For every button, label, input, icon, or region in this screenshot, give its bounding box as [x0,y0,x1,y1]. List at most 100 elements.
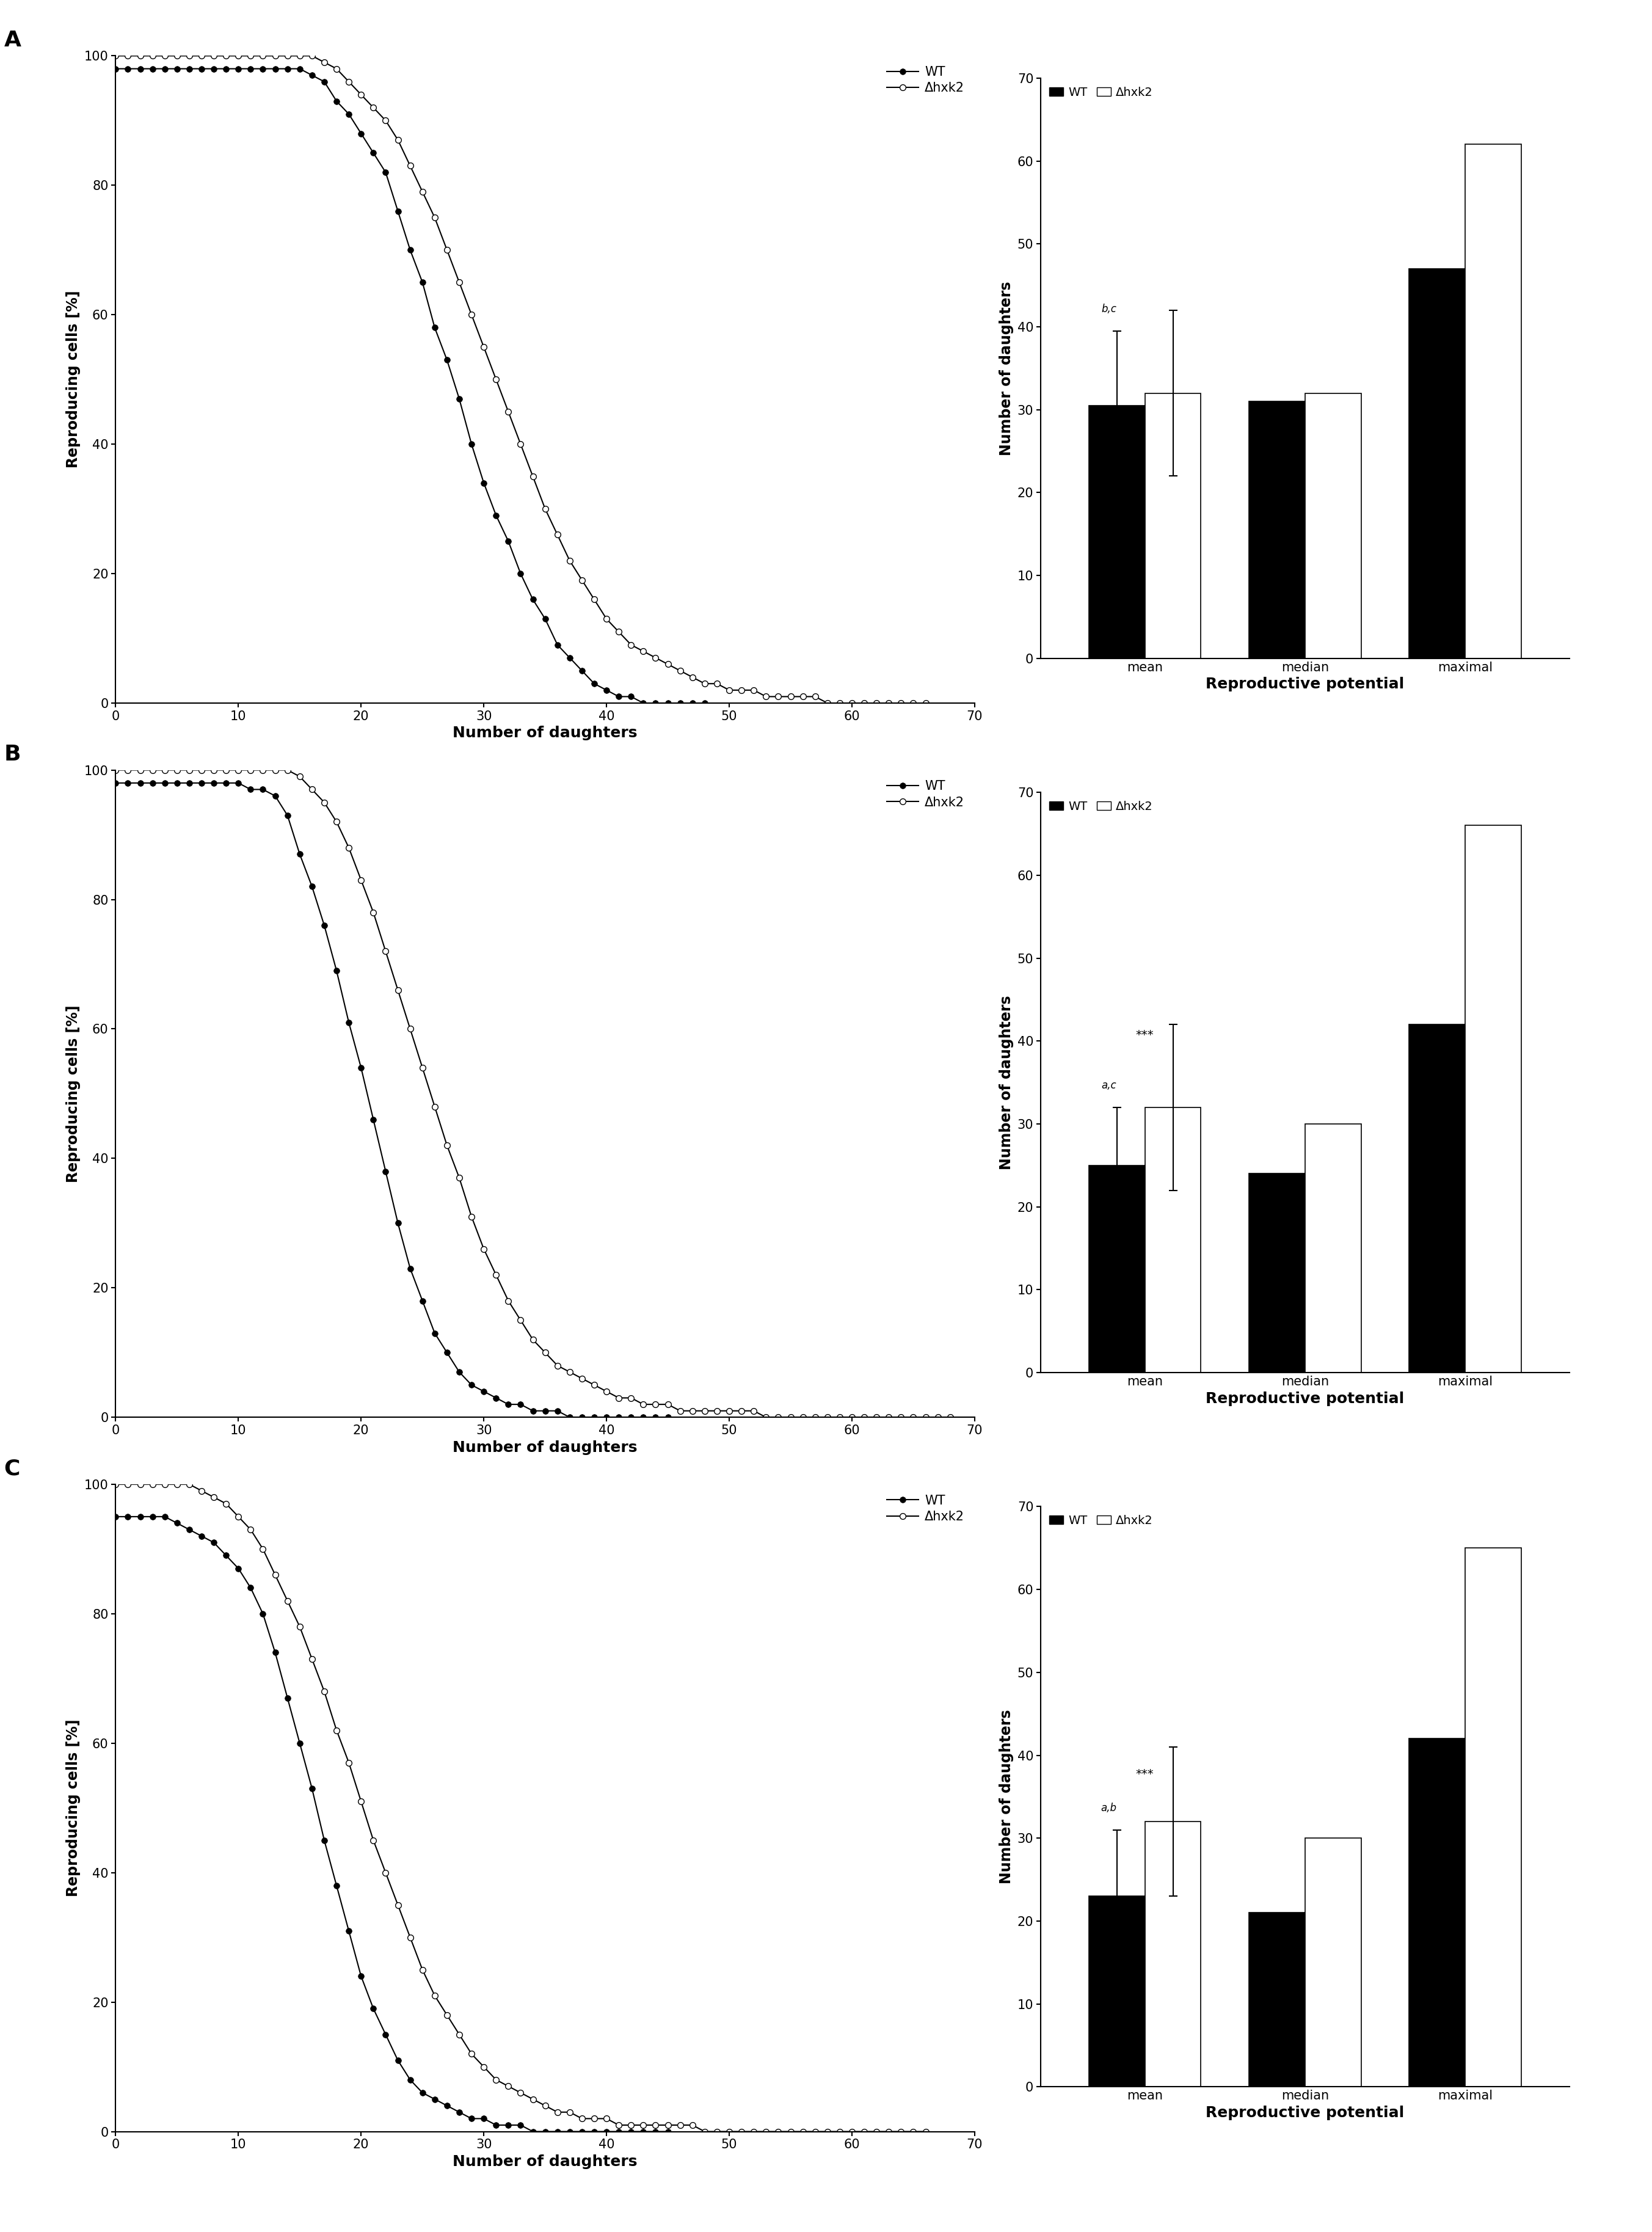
Δhxk2 [818,690,838,716]
WT [216,770,236,797]
Δhxk2 [719,676,738,703]
WT [547,1397,567,1424]
WT [203,56,223,83]
WT [278,801,297,828]
Legend: WT, Δhxk2: WT, Δhxk2 [1047,85,1155,100]
WT [388,1210,408,1237]
Y-axis label: Number of daughters: Number of daughters [999,281,1014,455]
Δhxk2 [266,757,286,783]
Text: A: A [3,29,21,51]
WT [180,56,200,83]
WT [180,1516,200,1542]
WT [510,560,530,587]
WT [375,2022,395,2049]
WT [339,1009,358,1036]
Text: a,b: a,b [1100,1803,1117,1812]
WT [192,56,211,83]
WT [646,690,666,716]
Text: ***: *** [1137,1768,1155,1781]
Y-axis label: Reproducing cells [%]: Reproducing cells [%] [66,1719,81,1897]
WT [106,770,126,797]
WT [302,62,322,89]
WT [646,1404,666,1431]
Δhxk2 [203,42,223,69]
WT [596,2118,616,2145]
WT [117,56,137,83]
Δhxk2 [695,2118,715,2145]
WT [535,2118,555,2145]
WT [400,237,420,263]
WT [572,1404,591,1431]
WT [438,346,458,373]
WT [572,2118,591,2145]
Bar [1089,406,1145,658]
WT [547,2118,567,2145]
WT [596,676,616,703]
WT [425,2085,444,2111]
Line: Δhxk2: Δhxk2 [112,54,928,705]
Bar [1305,1125,1361,1373]
WT [413,2080,433,2107]
WT [203,770,223,797]
WT [671,690,691,716]
X-axis label: Reproductive potential: Reproductive potential [1206,2105,1404,2120]
WT [363,1107,383,1134]
Δhxk2 [867,2118,887,2145]
WT [278,1685,297,1712]
WT [657,690,677,716]
WT [646,2118,666,2145]
WT [167,1509,187,1536]
WT [363,138,383,165]
WT [241,1574,261,1600]
WT [499,527,519,554]
WT [327,87,347,114]
WT [486,502,506,529]
Bar [1465,145,1521,658]
WT [228,770,248,797]
WT [524,1397,544,1424]
WT [117,1504,137,1531]
WT [657,2118,677,2145]
WT [155,1504,175,1531]
Δhxk2 [585,1370,605,1397]
WT [461,2105,481,2132]
WT [633,690,653,716]
WT [596,1404,616,1431]
Line: WT: WT [112,779,671,1420]
WT [106,56,126,83]
WT [314,1826,334,1853]
WT [621,1404,641,1431]
WT [314,913,334,940]
Bar [1465,826,1521,1373]
WT [633,1404,653,1431]
WT [131,56,150,83]
WT [289,841,309,868]
WT [327,958,347,984]
Bar [1409,268,1465,658]
Y-axis label: Number of daughters: Number of daughters [999,1710,1014,1884]
WT [524,2118,544,2145]
Δhxk2 [940,1404,960,1431]
WT [510,2111,530,2138]
WT [499,1391,519,1417]
Δhxk2 [438,237,458,263]
WT [510,1391,530,1417]
Y-axis label: Number of daughters: Number of daughters [999,995,1014,1170]
WT [585,2118,605,2145]
WT [253,56,273,83]
Δhxk2 [228,42,248,69]
WT [499,2111,519,2138]
WT [695,690,715,716]
Legend: WT, Δhxk2: WT, Δhxk2 [882,1491,968,1527]
WT [585,1404,605,1431]
WT [547,632,567,658]
WT [228,1556,248,1582]
WT [657,1404,677,1431]
Bar [1409,1739,1465,2087]
Δhxk2 [732,2118,752,2145]
X-axis label: Number of daughters: Number of daughters [453,1440,638,1455]
WT [352,1054,372,1080]
Δhxk2 [106,42,126,69]
WT [327,1873,347,1899]
WT [388,199,408,225]
